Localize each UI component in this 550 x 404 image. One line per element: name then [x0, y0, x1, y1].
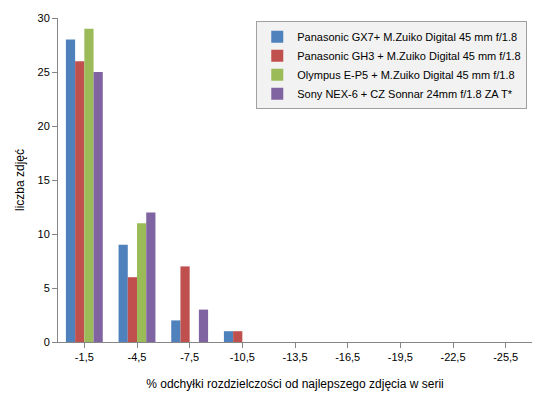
svg-text:Olympus E-P5 + M.Zuiko Digital: Olympus E-P5 + M.Zuiko Digital 45 mm f/1… [297, 69, 514, 81]
svg-text:-22,5: -22,5 [440, 351, 465, 363]
svg-text:-19,5: -19,5 [388, 351, 413, 363]
svg-text:5: 5 [44, 282, 50, 294]
svg-text:-4,5: -4,5 [128, 351, 147, 363]
svg-text:-1,5: -1,5 [75, 351, 94, 363]
svg-text:-16,5: -16,5 [335, 351, 360, 363]
svg-text:% odchyłki rozdzielczości od n: % odchyłki rozdzielczości od najlepszego… [146, 377, 443, 391]
svg-text:liczba zdjęć: liczba zdjęć [13, 149, 27, 211]
svg-text:10: 10 [38, 228, 50, 240]
svg-text:-13,5: -13,5 [282, 351, 307, 363]
svg-text:25: 25 [38, 66, 50, 78]
svg-text:-7,5: -7,5 [180, 351, 199, 363]
svg-text:20: 20 [38, 120, 50, 132]
svg-text:-25,5: -25,5 [493, 351, 518, 363]
svg-text:15: 15 [38, 174, 50, 186]
svg-text:0: 0 [44, 336, 50, 348]
svg-text:30: 30 [38, 12, 50, 24]
svg-text:Panasonic GX7+ M.Zuiko Digital: Panasonic GX7+ M.Zuiko Digital 45 mm f/1… [297, 31, 517, 43]
svg-text:-10,5: -10,5 [230, 351, 255, 363]
svg-text:Panasonic GH3 + M.Zuiko Digita: Panasonic GH3 + M.Zuiko Digital 45 mm f/… [297, 50, 520, 62]
svg-text:Sony NEX-6 + CZ Sonnar 24mm f/: Sony NEX-6 + CZ Sonnar 24mm f/1.8 ZA T* [297, 88, 512, 100]
